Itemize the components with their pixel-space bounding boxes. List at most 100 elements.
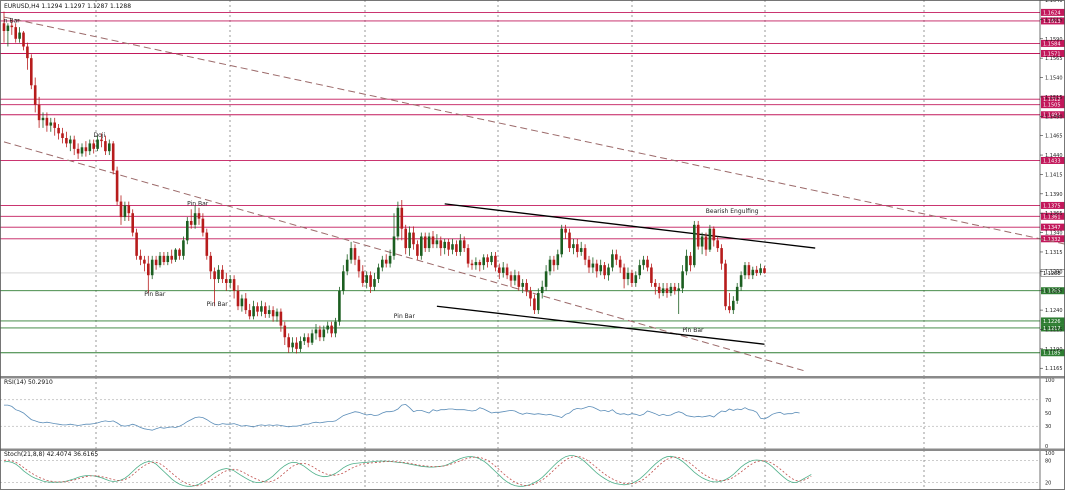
candle-layer bbox=[2, 11, 766, 354]
candle-body bbox=[735, 286, 739, 301]
price-tick-label: 1.1415 bbox=[1045, 172, 1063, 178]
candle-body bbox=[420, 236, 423, 256]
candle-body bbox=[490, 255, 493, 263]
candle-body bbox=[599, 265, 602, 272]
candle-body bbox=[509, 275, 513, 281]
candle-body bbox=[283, 325, 287, 338]
candle-body bbox=[182, 240, 185, 256]
support-level-label: 1.1226 bbox=[1043, 319, 1061, 325]
stoch-tick-label: 100 bbox=[1045, 451, 1055, 457]
candle-body bbox=[65, 137, 68, 144]
candle-body bbox=[84, 147, 88, 152]
candle-body bbox=[26, 46, 29, 59]
candle-body bbox=[197, 213, 201, 219]
price-tick-label: 1.1365 bbox=[1045, 211, 1063, 217]
candle-body bbox=[322, 329, 326, 338]
candle-body bbox=[244, 298, 248, 311]
candle-body bbox=[287, 337, 290, 348]
candle-body bbox=[225, 279, 228, 283]
candle-body bbox=[10, 25, 14, 28]
candle-body bbox=[338, 290, 341, 322]
upper-trend-line bbox=[3, 16, 1065, 245]
price-tick-label: 1.1265 bbox=[1045, 289, 1063, 295]
annotation-layer: n Bar Doji Pin Bar Pin Bar Pin Bar Pin Bar Bea… bbox=[4, 17, 759, 333]
candle-body bbox=[303, 337, 306, 342]
candle-body bbox=[264, 306, 267, 314]
candle-body bbox=[423, 236, 427, 249]
stoch-separator bbox=[0, 448, 1065, 451]
resistance-level-label: 1.1584 bbox=[1043, 41, 1061, 47]
candle-body bbox=[568, 232, 571, 249]
candle-body bbox=[30, 58, 33, 86]
candle-body bbox=[435, 240, 439, 245]
candle-body bbox=[689, 255, 692, 266]
price-tick-label: 1.1390 bbox=[1045, 192, 1063, 198]
candle-body bbox=[260, 306, 263, 312]
candle-body bbox=[431, 236, 435, 245]
rsi-title: RSI(14) 50.2910 bbox=[4, 379, 53, 386]
rsi-tick-label: 50 bbox=[1045, 411, 1051, 417]
candle-body bbox=[396, 207, 400, 237]
rsi-tick-label: 30 bbox=[1045, 424, 1051, 430]
candle-body bbox=[14, 27, 17, 39]
candle-body bbox=[6, 25, 10, 32]
resistance-level-label: 1.1571 bbox=[1043, 51, 1061, 57]
price-tick-label: 1.1165 bbox=[1045, 366, 1063, 372]
candle-body bbox=[650, 267, 653, 283]
pattern-label: Bearish Engulfing bbox=[706, 208, 759, 215]
candle-body bbox=[381, 259, 384, 268]
price-tick-label: 1.1215 bbox=[1045, 327, 1063, 333]
stoch-title: Stoch(21,8,8) 42.4074 36.6165 bbox=[4, 451, 99, 458]
candle-body bbox=[501, 267, 505, 273]
candle-body bbox=[747, 265, 751, 276]
candle-body bbox=[92, 143, 95, 149]
candle-body bbox=[572, 244, 575, 249]
candle-body bbox=[732, 300, 735, 311]
candle-body bbox=[634, 275, 638, 283]
candle-body bbox=[104, 141, 107, 152]
current-price-tag bbox=[1040, 269, 1065, 277]
resistance-level-tag bbox=[1041, 223, 1065, 231]
candle-body bbox=[517, 275, 521, 287]
price-tick-label: 1.1615 bbox=[1045, 17, 1063, 23]
candle-body bbox=[427, 236, 431, 249]
resistance-level-tag bbox=[1041, 201, 1065, 209]
candle-body bbox=[369, 275, 372, 287]
support-level-tag bbox=[1041, 349, 1065, 357]
candle-body bbox=[408, 232, 411, 249]
candle-body bbox=[291, 342, 294, 348]
stoch-tick-label: 20 bbox=[1045, 481, 1051, 487]
candle-body bbox=[213, 271, 216, 280]
candle-body bbox=[217, 269, 220, 280]
candle-body bbox=[357, 259, 361, 272]
candle-body bbox=[412, 232, 415, 245]
rsi-tick-label: 100 bbox=[1045, 378, 1055, 384]
candle-body bbox=[560, 228, 563, 255]
candle-body bbox=[537, 293, 540, 311]
candle-body bbox=[677, 288, 680, 291]
candle-body bbox=[147, 263, 150, 276]
candle-body bbox=[751, 269, 755, 276]
candle-body bbox=[540, 286, 544, 294]
candle-body bbox=[115, 170, 119, 202]
candle-body bbox=[349, 248, 353, 260]
candle-body bbox=[548, 259, 552, 272]
resistance-level-label: 1.1492 bbox=[1043, 113, 1061, 119]
rsi-separator bbox=[0, 376, 1065, 379]
candle-body bbox=[646, 259, 649, 268]
candle-body bbox=[201, 218, 205, 233]
resistance-level-tag bbox=[1041, 8, 1065, 16]
resistance-level-tag bbox=[1041, 95, 1065, 103]
candle-body bbox=[470, 263, 474, 266]
channel-bottom-line bbox=[436, 305, 765, 345]
candle-body bbox=[478, 262, 482, 266]
candle-body bbox=[299, 341, 302, 349]
candle-body bbox=[342, 271, 345, 291]
candle-body bbox=[2, 23, 6, 32]
support-level-label: 1.1185 bbox=[1043, 351, 1061, 357]
candle-body bbox=[22, 32, 25, 47]
price-tick-label: 1.1340 bbox=[1045, 231, 1063, 237]
